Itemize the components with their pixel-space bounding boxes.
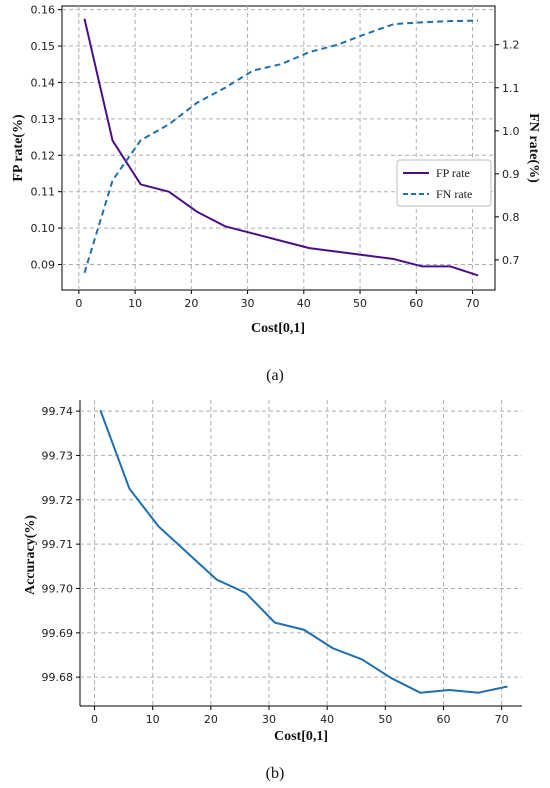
- y-tick-label: 99.74: [42, 405, 74, 418]
- y-tick-label-right: 1.0: [502, 125, 520, 138]
- x-tick-label: 40: [320, 713, 334, 726]
- y-ticks-b: 99.68 99.69 99.70 99.71 99.72 99.73 99.74: [42, 405, 80, 684]
- x-tick-label: 40: [297, 297, 311, 310]
- legend-label-fn-rate: FN rate: [436, 187, 472, 201]
- x-axis-label-b: Cost[0,1]: [274, 729, 328, 744]
- chart-b: 0 10 20 30 40 50 60 70 99.68 99.69 99.70 99.71 99.7…: [23, 400, 522, 782]
- y-tick-label-right: 0.9: [502, 168, 520, 181]
- y-ticks-right-a: 0.7 0.8 0.9 1.0 1.1 1.2: [495, 39, 520, 267]
- y-tick-label-right: 0.8: [502, 211, 520, 224]
- x-tick-label: 70: [466, 297, 480, 310]
- x-ticks-b: 0 10 20 30 40 50 60 70: [91, 706, 509, 726]
- x-tick-label: 60: [409, 297, 423, 310]
- y-tick-label: 0.09: [31, 259, 56, 272]
- x-tick-label: 50: [353, 297, 367, 310]
- y-axis-label-b: Accuracy(%): [23, 515, 38, 595]
- grid-b: [80, 400, 522, 706]
- legend-label-fp-rate: FP rate: [436, 166, 470, 180]
- legend-a: FP rate FN rate: [396, 159, 492, 207]
- series-line-fp-rate: [83, 18, 479, 277]
- x-tick-label: 0: [91, 713, 98, 726]
- y-tick-label-right: 0.7: [502, 254, 520, 267]
- x-tick-label: 70: [495, 713, 509, 726]
- y-tick-label: 99.73: [42, 449, 74, 462]
- series-line-fn-rate: [83, 19, 479, 274]
- y-ticks-left-a: 0.09 0.10 0.11 0.12 0.13 0.14 0.15 0.16: [31, 4, 62, 272]
- y-tick-label: 99.72: [42, 494, 74, 507]
- y-tick-label: 0.13: [31, 113, 56, 126]
- x-tick-label: 30: [241, 297, 255, 310]
- y-tick-label: 99.68: [42, 671, 74, 684]
- x-tick-label: 50: [378, 713, 392, 726]
- series-lines-a: [83, 18, 479, 277]
- y-tick-label: 0.10: [31, 222, 56, 235]
- x-axis-label-a: Cost[0,1]: [251, 321, 305, 336]
- y-tick-label-right: 1.1: [502, 82, 520, 95]
- y-tick-label: 99.69: [42, 627, 74, 640]
- x-tick-label: 20: [184, 297, 198, 310]
- y-tick-label: 0.16: [31, 4, 56, 17]
- chart-a: 0 10 20 30 40 50 60 70 0.09 0.10 0.11 0.12 0.13 0.14…: [11, 4, 541, 384]
- x-tick-label: 10: [128, 297, 142, 310]
- series-lines-b: [99, 409, 508, 694]
- y-axis-label-left-a: FP rate(%): [11, 114, 26, 182]
- x-tick-label: 20: [204, 713, 218, 726]
- x-tick-label: 60: [436, 713, 450, 726]
- y-tick-label: 0.15: [31, 40, 56, 53]
- y-tick-label: 99.71: [42, 538, 74, 551]
- y-axis-label-right-a: FN rate(%): [526, 113, 541, 183]
- y-tick-label: 0.14: [31, 76, 56, 89]
- series-line-accuracy: [99, 409, 508, 694]
- x-tick-label: 10: [146, 713, 160, 726]
- y-tick-label: 99.70: [42, 582, 74, 595]
- y-tick-label: 0.12: [31, 149, 56, 162]
- plot-area-a: [61, 5, 496, 291]
- x-ticks-a: 0 10 20 30 40 50 60 70: [75, 290, 480, 310]
- caption-a: (a): [266, 367, 284, 384]
- caption-b: (b): [266, 765, 285, 782]
- y-tick-label-right: 1.2: [502, 39, 520, 52]
- y-tick-label: 0.11: [31, 186, 56, 199]
- x-tick-label: 0: [75, 297, 82, 310]
- x-tick-label: 30: [262, 713, 276, 726]
